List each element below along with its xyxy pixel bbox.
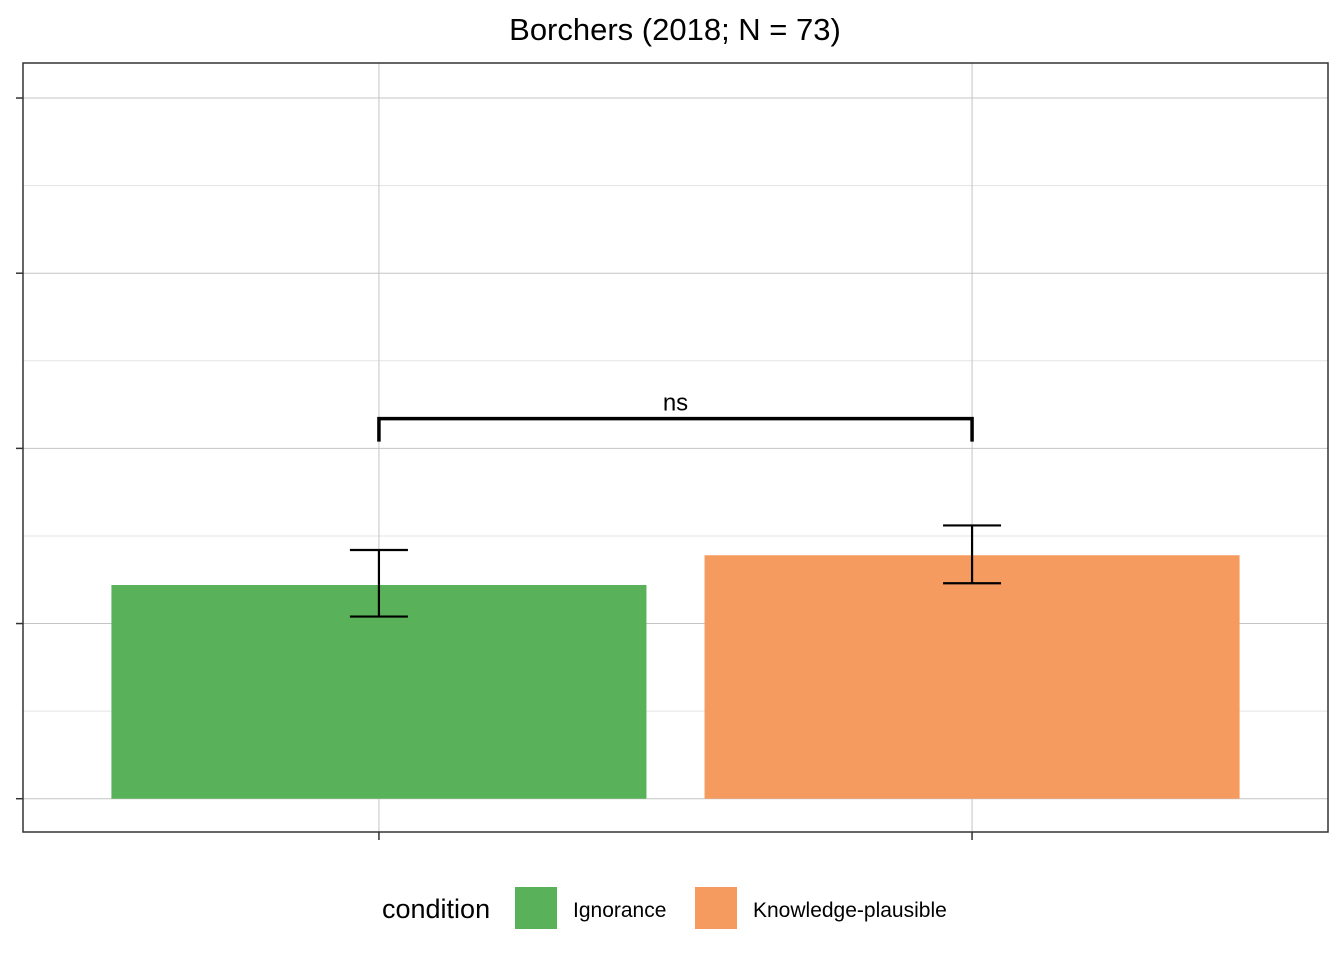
- error-bars: [349, 524, 1002, 618]
- chart-title: Borchers (2018; N = 73): [509, 12, 841, 47]
- legend-swatch-knowledge-plausible: [695, 887, 737, 929]
- plot-panel-border: [22, 62, 1329, 833]
- bar-knowledge-plausible: [704, 555, 1240, 799]
- legend-swatch-ignorance: [515, 887, 557, 929]
- axes: [16, 97, 973, 840]
- significance-bracket: ns: [377, 390, 974, 442]
- error-bar: [943, 524, 1002, 585]
- bars: [111, 555, 1240, 799]
- legend-title: condition: [382, 894, 490, 924]
- error-bar: [349, 548, 408, 618]
- bar-ignorance: [111, 585, 647, 799]
- legend: condition Ignorance Knowledge-plausible: [382, 887, 947, 929]
- legend-label-knowledge-plausible: Knowledge-plausible: [753, 899, 947, 922]
- legend-label-ignorance: Ignorance: [573, 899, 666, 922]
- significance-bracket-line: [377, 416, 974, 442]
- significance-label: ns: [663, 390, 688, 417]
